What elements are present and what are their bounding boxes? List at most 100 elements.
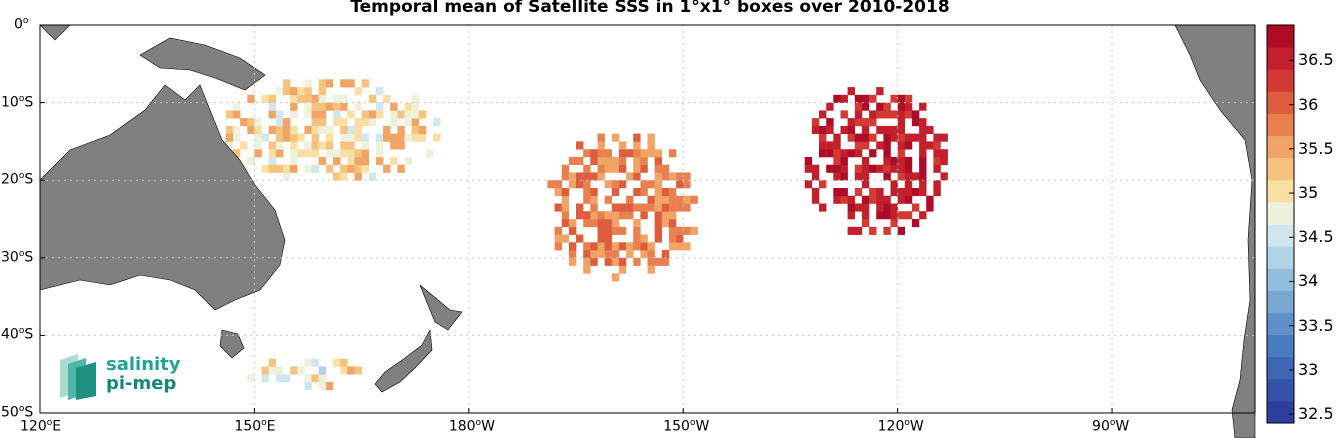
sss-cell: [261, 133, 269, 142]
sss-cell: [633, 149, 641, 158]
sss-cell: [676, 180, 684, 189]
sss-cell: [840, 94, 848, 103]
sss-cell: [568, 257, 577, 266]
sss-cell: [275, 374, 284, 383]
sss-cell: [683, 226, 691, 235]
sss-cell: [611, 203, 620, 212]
sss-cell: [897, 149, 905, 158]
sss-cell: [840, 125, 848, 134]
sss-cell: [926, 195, 934, 204]
sss-cell: [318, 374, 327, 383]
sss-cell: [833, 164, 841, 173]
sss-cell: [840, 156, 848, 165]
sss-cell: [883, 226, 891, 235]
sss-cell: [397, 164, 405, 173]
sss-cell: [254, 149, 262, 158]
sss-cell: [897, 110, 905, 119]
sss-cell: [275, 118, 284, 127]
sss-cell: [311, 133, 319, 142]
sss-cell: [883, 203, 891, 212]
sss-cells: [225, 79, 948, 391]
sss-cell: [819, 125, 827, 134]
sss-cell: [318, 118, 327, 127]
sss-cell: [311, 118, 319, 127]
sss-cell: [583, 188, 591, 197]
sss-cell: [583, 195, 591, 204]
sss-cell: [904, 110, 913, 119]
salinity-pimep-logo: salinity pi-mep: [56, 350, 196, 402]
sss-cell: [640, 149, 648, 158]
sss-cell: [833, 133, 841, 142]
colorbar-swatch: [1267, 91, 1294, 114]
sss-cell: [933, 133, 941, 142]
sss-cell: [647, 257, 655, 266]
sss-cell: [676, 242, 684, 251]
sss-cell: [254, 125, 262, 134]
sss-cell: [683, 180, 691, 189]
x-tick-label: 90oW: [1092, 418, 1130, 435]
sss-cell: [940, 172, 948, 181]
sss-cell: [826, 164, 834, 173]
sss-cell: [604, 149, 612, 158]
sss-cell: [618, 265, 627, 274]
sss-cell: [668, 195, 677, 204]
sss-cell: [897, 94, 905, 103]
sss-cell: [626, 211, 634, 220]
sss-cell: [268, 110, 277, 119]
sss-cell: [583, 250, 591, 259]
sss-cell: [883, 149, 891, 158]
logo-text-salinity: salinity: [106, 354, 181, 375]
sss-cell: [890, 125, 898, 134]
sss-cell: [933, 141, 941, 150]
colorbar-swatch: [1267, 290, 1294, 313]
sss-cell: [354, 102, 362, 111]
sss-cell: [647, 149, 655, 158]
sss-cell: [854, 110, 863, 119]
sss-cell: [883, 125, 891, 134]
sss-cell: [561, 234, 570, 243]
y-tick-label: 20oS: [1, 171, 34, 188]
x-tick-label: 120oE: [20, 418, 62, 435]
sss-cell: [297, 133, 305, 142]
sss-cell: [690, 226, 698, 235]
sss-cell: [318, 125, 327, 134]
sss-cell: [904, 141, 913, 150]
sss-cell: [311, 110, 319, 119]
y-tick-label: 50oS: [1, 404, 34, 421]
sss-cell: [833, 172, 841, 181]
sss-cell: [304, 102, 312, 111]
sss-cell: [854, 102, 863, 111]
colorbar-swatch: [1267, 25, 1294, 48]
sss-cell: [368, 94, 377, 103]
sss-cell: [904, 156, 913, 165]
sss-cell: [561, 195, 570, 204]
sss-cell: [904, 180, 913, 189]
sss-cell: [325, 382, 334, 391]
sss-cell: [890, 156, 898, 165]
sss-cell: [861, 164, 870, 173]
sss-cell: [633, 219, 641, 228]
sss-cell: [333, 94, 341, 103]
sss-cell: [397, 141, 405, 150]
sss-cell: [661, 250, 670, 259]
sss-cell: [911, 133, 920, 142]
sss-cell: [661, 257, 670, 266]
sss-cell: [597, 242, 605, 251]
sss-cell: [919, 156, 927, 165]
sss-cell: [861, 141, 870, 150]
sss-cell: [854, 118, 863, 127]
sss-cell: [375, 141, 384, 150]
sss-cell: [840, 195, 848, 204]
sss-cell: [647, 180, 655, 189]
sss-cell: [254, 118, 262, 127]
sss-cell: [304, 374, 312, 383]
sss-cell: [333, 110, 341, 119]
sss-cell: [261, 374, 269, 383]
sss-cell: [318, 79, 327, 88]
sss-cell: [290, 366, 298, 375]
sss-cell: [590, 188, 598, 197]
sss-cell: [919, 102, 927, 111]
sss-cell: [354, 118, 362, 127]
sss-cell: [375, 149, 384, 158]
sss-cell: [411, 133, 419, 142]
